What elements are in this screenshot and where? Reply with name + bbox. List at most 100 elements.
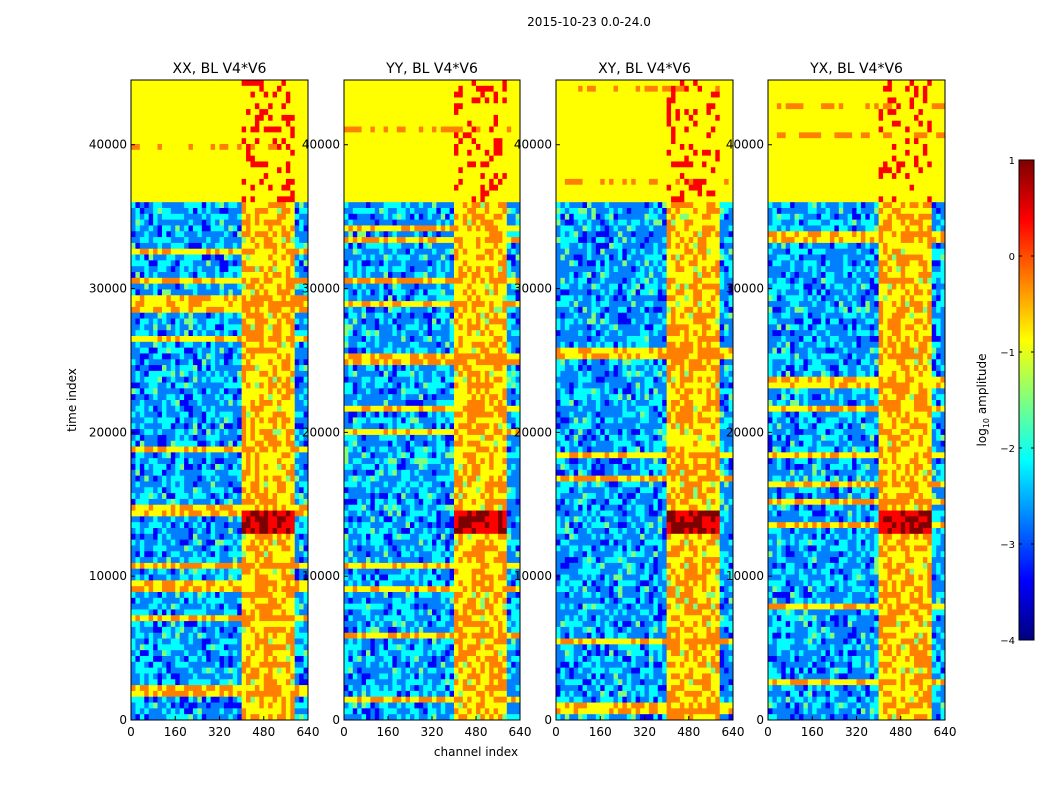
heatmap-cell [184, 91, 189, 98]
heatmap-cell [153, 219, 158, 226]
heatmap-cell [237, 359, 243, 366]
heatmap-cell [232, 231, 238, 238]
heatmap-cell [299, 382, 304, 389]
heatmap-cell [188, 557, 194, 564]
heatmap-cell [237, 423, 243, 430]
heatmap-cell [219, 423, 225, 430]
heatmap-cell [299, 545, 304, 552]
heatmap-cell [161, 528, 167, 535]
heatmap-cell [153, 656, 158, 663]
heatmap-cell [263, 615, 269, 622]
heatmap-cell [299, 266, 304, 273]
heatmap-cell [179, 114, 185, 122]
heatmap-cell [246, 469, 251, 477]
heatmap-cell [303, 272, 308, 279]
heatmap-cell [157, 202, 163, 209]
heatmap-cell [153, 440, 158, 447]
heatmap-cell [206, 452, 212, 459]
heatmap-cell [250, 178, 256, 186]
heatmap-cell [223, 656, 229, 663]
heatmap-cell [423, 91, 428, 98]
heatmap-cell [201, 690, 207, 698]
heatmap-cell [179, 120, 185, 127]
heatmap-cell [157, 359, 163, 366]
heatmap-cell [281, 144, 287, 151]
heatmap-cell [232, 120, 238, 127]
heatmap-cell [263, 632, 269, 639]
heatmap-cell [294, 254, 300, 261]
heatmap-cell [414, 144, 420, 151]
heatmap-cell [170, 504, 176, 511]
heatmap-cell [254, 487, 260, 494]
heatmap-cell [285, 481, 291, 488]
heatmap-cell [166, 370, 172, 378]
heatmap-cell [299, 696, 304, 703]
heatmap-cell [250, 347, 256, 354]
heatmap-cell [188, 696, 194, 703]
heatmap-cell [153, 231, 158, 238]
heatmap-cell [303, 178, 308, 186]
heatmap-cell [184, 370, 189, 378]
heatmap-cell [157, 516, 163, 523]
heatmap-cell [210, 237, 216, 244]
heatmap-cell [246, 597, 251, 605]
heatmap-cell [237, 504, 243, 511]
heatmap-cell [352, 144, 358, 151]
heatmap-cell [166, 208, 172, 215]
heatmap-cell [232, 609, 238, 616]
heatmap-cell [232, 144, 238, 151]
heatmap-cell [299, 202, 304, 209]
heatmap-cell [263, 91, 269, 98]
heatmap-cell [432, 132, 437, 139]
heatmap-cell [139, 283, 145, 290]
heatmap-cell [285, 411, 291, 418]
heatmap-cell [498, 126, 503, 133]
heatmap-cell [135, 353, 141, 360]
heatmap-cell [418, 114, 424, 122]
heatmap-cell [396, 149, 402, 157]
heatmap-cell [161, 644, 167, 651]
heatmap-cell [277, 615, 282, 622]
heatmap-cell [188, 336, 194, 343]
heatmap-cell [215, 225, 220, 232]
heatmap-cell [135, 213, 141, 221]
heatmap-cell [210, 120, 216, 127]
heatmap-cell [263, 388, 269, 395]
heatmap-cell [246, 458, 251, 465]
heatmap-cell [170, 469, 176, 477]
heatmap-cell [232, 184, 238, 191]
heatmap-cell [290, 533, 296, 541]
heatmap-cell [179, 661, 185, 669]
heatmap-cell [299, 679, 304, 686]
heatmap-cell [219, 400, 225, 407]
heatmap-cell [219, 429, 225, 436]
heatmap-cell [254, 272, 260, 279]
heatmap-cell [131, 405, 136, 413]
heatmap-cell [294, 306, 300, 314]
heatmap-cell [357, 85, 362, 93]
heatmap-cell [170, 429, 176, 436]
x-axis: 0 160 320 480 640 [127, 716, 319, 739]
heatmap-cell [259, 289, 265, 296]
heatmap-cell [268, 376, 273, 383]
heatmap-cell [201, 167, 207, 174]
heatmap-cell [215, 277, 220, 285]
heatmap-cell [246, 289, 251, 296]
heatmap-cell [131, 539, 136, 546]
heatmap-cell [161, 656, 167, 663]
heatmap-cell [303, 208, 308, 215]
heatmap-cell [201, 114, 207, 122]
heatmap-cell [294, 283, 300, 290]
heatmap-cell [206, 632, 212, 639]
heatmap-cell [188, 376, 194, 383]
heatmap-cell [135, 190, 141, 197]
heatmap-cell [259, 376, 265, 383]
heatmap-cell [175, 464, 181, 471]
heatmap-cell [379, 132, 384, 139]
heatmap-cell [219, 545, 225, 552]
heatmap-cell [192, 539, 198, 546]
heatmap-cell [241, 493, 247, 500]
heatmap-cell [259, 568, 265, 575]
heatmap-cell [175, 673, 181, 680]
heatmap-cell [246, 161, 251, 168]
